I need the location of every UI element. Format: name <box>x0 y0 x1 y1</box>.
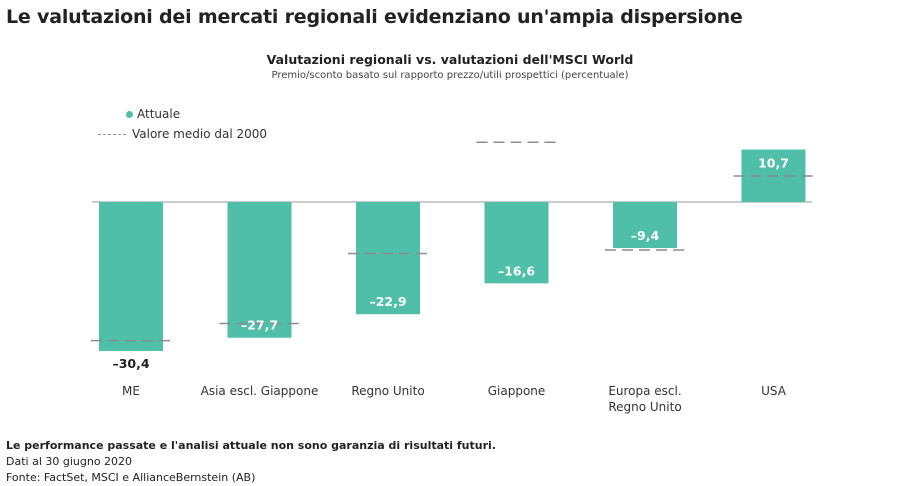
category-label-line: ME <box>122 384 140 398</box>
footnote-date: Dati al 30 giugno 2020 <box>6 455 133 468</box>
bar-1 <box>99 202 163 351</box>
legend-item-average: Valore medio dal 2000 <box>98 124 267 144</box>
legend-swatch-current <box>126 110 133 118</box>
category-label-3: Regno Unito <box>351 384 424 398</box>
footnote-source: Fonte: FactSet, MSCI e AllianceBernstein… <box>6 471 256 484</box>
category-label-line: Regno Unito <box>608 400 681 414</box>
bar-3 <box>356 202 420 315</box>
bar-2 <box>227 202 292 338</box>
category-label-line: USA <box>761 384 787 398</box>
page-headline: Le valutazioni dei mercati regionali evi… <box>6 6 743 28</box>
legend-label-current: Attuale <box>137 107 181 121</box>
chart-legend: Attuale Valore medio dal 2000 <box>98 104 267 144</box>
bar-4 <box>484 202 549 284</box>
category-label-1: ME <box>122 384 140 398</box>
category-label-6: USA <box>761 384 787 398</box>
bar-5 <box>613 202 677 249</box>
value-label-2: –27,7 <box>241 318 278 333</box>
value-label-5: –9,4 <box>631 228 660 243</box>
legend-swatch-average <box>98 133 126 135</box>
legend-item-current: Attuale <box>98 104 267 124</box>
category-label-5: Europa escl. Regno Unito <box>608 384 681 414</box>
category-label-4: Giappone <box>488 384 546 398</box>
chart-title: Valutazioni regionali vs. valutazioni de… <box>266 52 634 67</box>
category-label-line: Regno Unito <box>351 384 424 398</box>
value-label-6: 10,7 <box>758 156 789 171</box>
chart-subtitle: Premio/sconto basato sul rapporto prezzo… <box>271 70 629 81</box>
category-label-2: Asia escl. Giappone <box>201 384 319 398</box>
category-label-line: Europa escl. <box>608 384 681 398</box>
value-label-1: –30,4 <box>112 356 149 371</box>
bar-chart: –30,4 ME –27,7 Asia escl. Giappone –22,9 Regn… <box>91 141 814 414</box>
value-label-3: –22,9 <box>369 294 406 309</box>
footnote-disclaimer: Le performance passate e l'analisi attua… <box>6 439 496 452</box>
category-label-line: Asia escl. Giappone <box>201 384 319 398</box>
legend-label-average: Valore medio dal 2000 <box>132 127 268 141</box>
category-label-line: Giappone <box>488 384 546 398</box>
value-label-4: –16,6 <box>498 263 535 278</box>
footnote: Le performance passate e l'analisi attua… <box>6 438 496 486</box>
